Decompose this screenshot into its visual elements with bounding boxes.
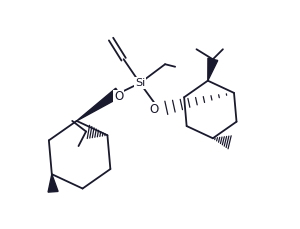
Text: Si: Si: [135, 78, 145, 88]
Text: O: O: [149, 103, 158, 116]
Polygon shape: [77, 88, 122, 121]
Polygon shape: [48, 174, 58, 192]
Polygon shape: [208, 58, 218, 81]
Text: O: O: [114, 90, 123, 104]
